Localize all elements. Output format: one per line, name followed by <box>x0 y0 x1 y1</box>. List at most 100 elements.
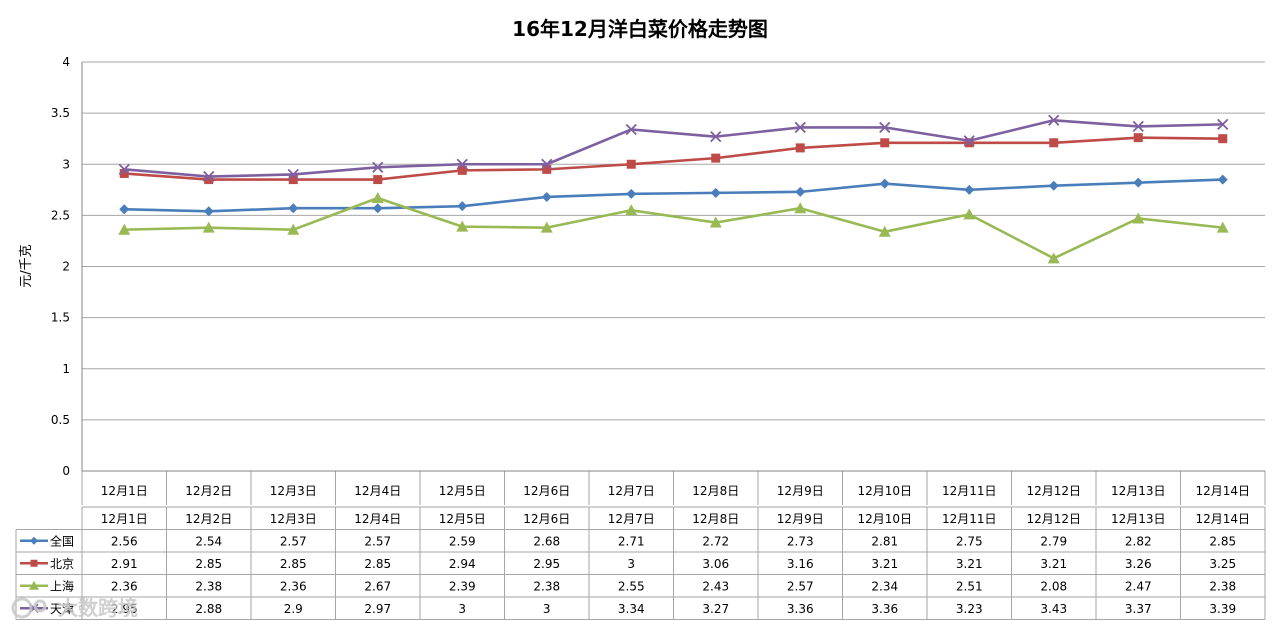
series-天津 <box>118 114 1229 183</box>
series-lines <box>118 114 1229 264</box>
table-value-cell: 2.57 <box>787 579 814 593</box>
table-header-cell: 12月14日 <box>1195 512 1250 526</box>
legend-marker <box>30 559 38 567</box>
y-axis-ticks: 0 0.5 1 1.5 2 2.5 3 3.5 4 <box>51 55 70 478</box>
table-value-cell: 2.95 <box>111 602 138 616</box>
x-tick-label: 12月13日 <box>1111 484 1166 498</box>
legend-key <box>20 536 48 545</box>
y-tick-label: 2 <box>62 260 70 274</box>
table-value-cell: 2.36 <box>280 579 307 593</box>
data-point <box>964 138 974 148</box>
table-value-cell: 2.54 <box>195 534 222 548</box>
data-point <box>625 204 638 216</box>
series-line <box>124 136 1223 181</box>
data-point <box>456 220 469 232</box>
data-point <box>1216 221 1229 233</box>
series-上海 <box>118 191 1229 264</box>
table-value-cell: 3.36 <box>787 602 814 616</box>
data-point <box>1133 177 1144 188</box>
x-tick-label: 12月4日 <box>354 484 401 498</box>
table-header-cell: 12月4日 <box>354 512 401 526</box>
data-point <box>118 223 131 235</box>
table-header-cell: 12月11日 <box>942 512 997 526</box>
data-point <box>119 204 130 215</box>
data-point <box>625 123 637 136</box>
watermark: 大数跨境 <box>11 596 138 620</box>
data-point <box>372 161 384 173</box>
data-point <box>372 203 383 214</box>
data-point <box>963 135 975 147</box>
table-value-cell: 2.95 <box>533 557 560 571</box>
table-header-cell: 12月2日 <box>185 512 232 526</box>
table-value-cell: 3 <box>543 602 551 616</box>
table-value-cell: 3.16 <box>787 557 814 571</box>
x-tick-label: 12月3日 <box>270 484 317 498</box>
table-header-cell: 12月8日 <box>692 512 739 526</box>
table-value-cell: 3.06 <box>702 557 729 571</box>
table-value-cell: 3.37 <box>1125 602 1152 616</box>
data-point <box>795 186 806 197</box>
data-table: 12月1日 12月2日 12月3日 12月4日 12月5日 12月6日 12月7日 12月8日… <box>15 506 1266 620</box>
data-point <box>202 221 215 233</box>
series-line <box>124 178 1223 213</box>
data-point <box>879 178 890 189</box>
data-point <box>287 223 300 235</box>
series-全国 <box>119 174 1228 217</box>
data-point <box>119 168 129 178</box>
table-value-cell: 2.57 <box>280 534 307 548</box>
table-value-cell: 3.23 <box>956 602 983 616</box>
data-point <box>626 188 637 199</box>
x-tick-label: 12月6日 <box>523 484 570 498</box>
table-value-cell: 2.85 <box>280 557 307 571</box>
x-tick-label: 12月10日 <box>857 484 912 498</box>
x-tick-label: 12月14日 <box>1195 484 1250 498</box>
x-tick-label: 12月2日 <box>185 484 232 498</box>
data-point <box>1218 134 1228 144</box>
y-tick-label: 0.5 <box>51 413 70 427</box>
y-tick-label: 3.5 <box>51 106 70 120</box>
table-value-cell: 3.34 <box>618 602 645 616</box>
table-value-cell: 3.36 <box>871 602 898 616</box>
table-value-cell: 2.85 <box>364 557 391 571</box>
x-axis-categories: 12月1日 12月2日 12月3日 12月4日 12月5日 12月6日 12月7日 12月8日… <box>101 484 1250 498</box>
x-tick-label: 12月11日 <box>942 484 997 498</box>
table-value-cell: 2.47 <box>1125 579 1152 593</box>
table-header-cell: 12月10日 <box>857 512 912 526</box>
x-tick-label: 12月1日 <box>101 484 148 498</box>
table-value-cell: 2.79 <box>1040 534 1067 548</box>
table-header-cell: 12月3日 <box>270 512 317 526</box>
legend-label: 上海 <box>50 578 74 593</box>
table-value-cell: 2.56 <box>111 534 138 548</box>
table-value-cell: 2.81 <box>871 534 898 548</box>
y-tick-label: 0 <box>62 464 70 478</box>
table-value-cell: 2.38 <box>533 579 560 593</box>
table-value-cell: 2.75 <box>956 534 983 548</box>
table-value-cell: 2.71 <box>618 534 645 548</box>
data-point <box>288 203 299 214</box>
data-point <box>1217 174 1228 185</box>
data-point <box>203 206 214 217</box>
table-value-cell: 2.51 <box>956 579 983 593</box>
table-value-cell: 2.34 <box>871 579 898 593</box>
table-value-cell: 2.85 <box>195 557 222 571</box>
x-tick-label: 12月8日 <box>692 484 739 498</box>
data-point <box>542 164 552 174</box>
watermark-text: 大数跨境 <box>58 596 138 620</box>
data-point <box>1133 133 1143 143</box>
data-point <box>204 175 214 185</box>
data-point <box>878 225 891 237</box>
data-point <box>626 159 636 169</box>
table-value-cell: 2.57 <box>364 534 391 548</box>
y-tick-label: 4 <box>62 55 70 69</box>
table-value-cell: 2.38 <box>195 579 222 593</box>
data-point <box>1132 212 1145 224</box>
table-value-cell: 3 <box>458 602 466 616</box>
table-value-cell: 3.26 <box>1125 557 1152 571</box>
x-tick-label: 12月12日 <box>1026 484 1081 498</box>
data-point <box>371 191 384 203</box>
watermark-logo-icon-dot <box>33 599 47 613</box>
data-point <box>203 170 215 183</box>
table-value-cell: 2.9 <box>284 602 303 616</box>
series-line <box>124 196 1223 260</box>
table-value-cell: 2.38 <box>1209 579 1236 593</box>
